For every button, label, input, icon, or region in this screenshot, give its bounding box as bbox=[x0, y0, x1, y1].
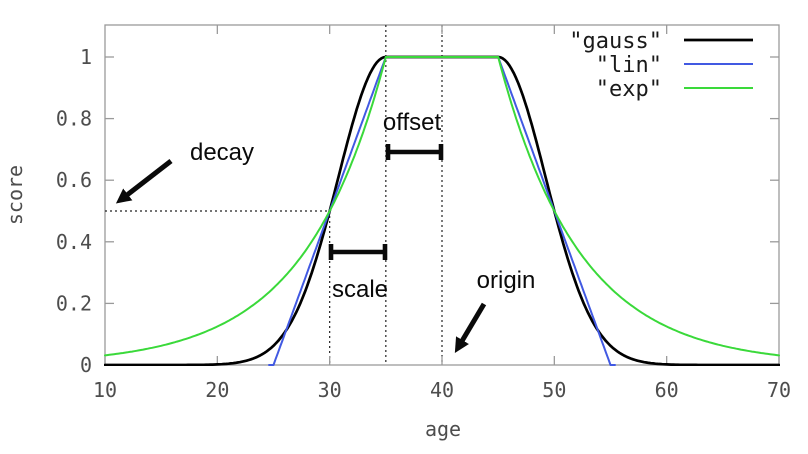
y-tick-label: 0.4 bbox=[56, 230, 92, 254]
y-tick-label: 0.2 bbox=[56, 291, 92, 315]
legend-label-gauss: "gauss" bbox=[569, 29, 662, 54]
x-tick-label: 40 bbox=[430, 378, 454, 402]
curve-exp bbox=[104, 56, 780, 357]
x-tick-label: 20 bbox=[205, 378, 229, 402]
x-tick-label: 10 bbox=[93, 378, 117, 402]
decay-arrow bbox=[115, 159, 173, 204]
x-axis-label: age bbox=[425, 417, 461, 441]
guide-lines bbox=[105, 25, 443, 365]
y-tick-label: 0.8 bbox=[56, 107, 92, 131]
scale-bracket bbox=[328, 244, 388, 260]
annotation-scale-label: scale bbox=[332, 276, 388, 303]
legend-label-lin: "lin" bbox=[596, 53, 662, 78]
annotation-scale: scale bbox=[328, 244, 388, 303]
legend-item-lin: "lin" bbox=[596, 53, 753, 78]
annotation-offset: offset bbox=[383, 109, 444, 160]
legend-item-exp: "exp" bbox=[596, 77, 753, 102]
annotation-origin: origin bbox=[454, 267, 536, 354]
x-tick-label: 30 bbox=[318, 378, 342, 402]
legend-label-exp: "exp" bbox=[596, 77, 662, 102]
x-tick-label: 70 bbox=[767, 378, 791, 402]
annotation-decay: decay bbox=[115, 139, 254, 204]
annotation-decay-label: decay bbox=[190, 139, 254, 166]
x-tick-label: 60 bbox=[655, 378, 679, 402]
offset-bracket bbox=[385, 144, 444, 160]
legend: "gauss" "lin" "exp" bbox=[569, 29, 753, 102]
y-tick-label: 1 bbox=[80, 45, 92, 69]
origin-arrow bbox=[454, 302, 487, 354]
annotation-origin-label: origin bbox=[477, 267, 536, 294]
annotation-offset-label: offset bbox=[383, 109, 442, 136]
y-tick-label: 0.6 bbox=[56, 168, 92, 192]
series-curves bbox=[104, 55, 780, 366]
y-tick-label: 0 bbox=[80, 353, 92, 377]
axis-ticks: 10 20 30 40 50 60 70 0 0.2 0.4 0.6 0.8 1 bbox=[56, 25, 791, 402]
y-axis-label: score bbox=[3, 165, 27, 225]
legend-item-gauss: "gauss" bbox=[569, 29, 753, 54]
x-tick-label: 50 bbox=[542, 378, 566, 402]
